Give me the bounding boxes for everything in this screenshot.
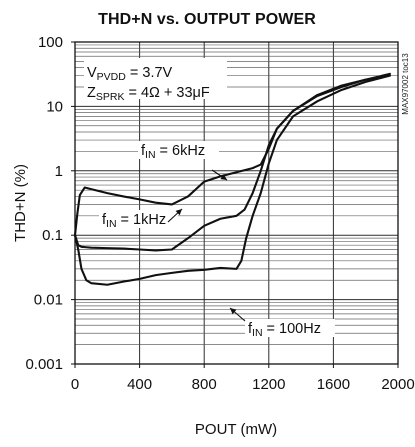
- x-tick-label-4: 1600: [317, 376, 350, 393]
- label-6khz-background: [138, 141, 219, 159]
- y-axis-label: THD+N (%): [12, 164, 29, 242]
- chart-title: THD+N vs. OUTPUT POWER: [98, 11, 316, 28]
- label-100hz: fIN = 100Hz: [245, 319, 335, 339]
- series-line-2: [73, 74, 391, 286]
- arrow-100hz-head: [230, 308, 237, 315]
- annotation-layer: VPVDD = 3.7V ZSPRK = 4Ω + 33μF fIN = 6kHz f…: [84, 58, 335, 339]
- x-tick-label-1: 400: [127, 376, 152, 393]
- series-line-1: [73, 72, 391, 252]
- arrow-1khz-head: [175, 209, 182, 216]
- y-tick-label-0: 0.001: [25, 356, 63, 373]
- label-1khz: fIN = 1kHz: [99, 210, 178, 230]
- series-2: [73, 74, 391, 286]
- label-1khz-background: [99, 210, 178, 228]
- y-tick-label-3: 1: [55, 163, 63, 180]
- label-1khz-text: fIN = 1kHz: [102, 212, 166, 230]
- text-layer: THD+N vs. OUTPUT POWER POUT (mW) THD+N (%)…: [12, 11, 415, 438]
- x-tick-label-0: 0: [71, 376, 79, 393]
- series-1: [73, 72, 391, 252]
- arrow-6khz: [211, 169, 228, 181]
- arrow-6khz-head: [220, 174, 227, 180]
- label-6khz-text: fIN = 6kHz: [141, 143, 205, 161]
- y-tick-label-2: 0.1: [42, 227, 63, 244]
- series-layer: [73, 72, 391, 286]
- label-100hz-background: [245, 319, 335, 337]
- conditions-box: VPVDD = 3.7V ZSPRK = 4Ω + 33μF: [84, 58, 227, 103]
- document-id-label: MAX97002 toc13: [401, 53, 410, 115]
- x-tick-label-2: 800: [192, 376, 217, 393]
- label-6khz: fIN = 6kHz: [138, 141, 219, 161]
- y-tick-label-5: 100: [38, 34, 63, 51]
- plot-frame: [74, 41, 399, 365]
- x-axis-label: POUT (mW): [195, 421, 277, 438]
- condition-voltage: VPVDD = 3.7V: [87, 65, 173, 83]
- arrow-100hz: [229, 307, 246, 322]
- y-tick-label-1: 0.01: [34, 292, 63, 309]
- x-tick-label-5: 2000: [381, 376, 414, 393]
- condition-load: ZSPRK = 4Ω + 33μF: [87, 85, 210, 103]
- x-tick-label-3: 1200: [252, 376, 285, 393]
- conditions-background: [84, 58, 227, 99]
- label-100hz-text: fIN = 100Hz: [248, 321, 321, 339]
- arrow-1khz: [167, 208, 183, 223]
- y-tick-label-4: 10: [46, 98, 63, 115]
